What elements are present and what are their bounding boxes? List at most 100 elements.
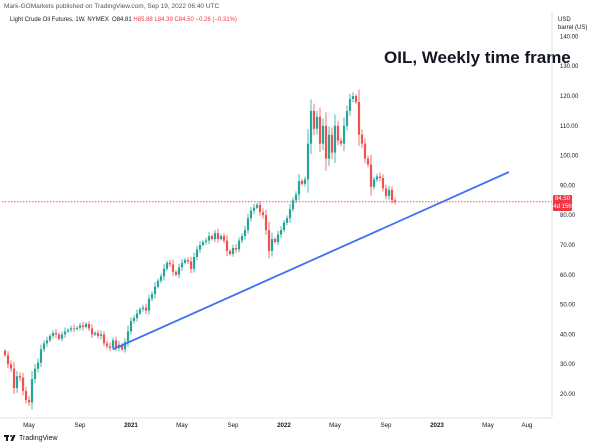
candle-body [36, 362, 40, 369]
price-tick-label: 30.00 [560, 362, 576, 368]
footer-brand[interactable]: TradingView [4, 434, 58, 442]
currency-unit: barrel (US) [558, 25, 588, 31]
candle-body [237, 240, 241, 250]
candle-body [27, 399, 31, 403]
candle-body [261, 212, 265, 216]
time-tick-label: 2023 [430, 422, 444, 429]
candle-body [120, 344, 124, 350]
candle-body [198, 245, 202, 250]
time-tick-label: Aug [521, 422, 533, 429]
candle-body [132, 318, 136, 321]
candle-body [108, 346, 112, 348]
candle-body [111, 340, 115, 348]
currency-label[interactable]: USD barrel (US) [558, 16, 587, 32]
footer-brand-label: TradingView [19, 434, 58, 442]
candle-body [210, 236, 214, 240]
candle-body [375, 176, 379, 180]
candle-body [63, 331, 67, 335]
candle-body [18, 376, 22, 378]
candle-body [81, 325, 85, 327]
candle-body [207, 236, 211, 241]
candle-body [177, 267, 181, 275]
candle-body [228, 250, 232, 254]
ohlc-open: O84.81 [112, 17, 132, 23]
candle-body [279, 230, 283, 235]
candle-body [288, 209, 292, 219]
price-axis[interactable]: 20.00 30.00 40.00 50.00 60.00 70.00 80.00 90.00… [560, 34, 579, 398]
candle-body [168, 262, 172, 265]
candle-body [300, 180, 304, 184]
candle-body [282, 222, 286, 231]
candle-body [372, 179, 376, 187]
candle-body [339, 140, 343, 144]
candle-body [333, 125, 337, 153]
ohlc-close: C84.50 [174, 17, 194, 23]
candle-body [255, 204, 259, 208]
publisher-credit: Mark-GOMarkets published on TradingView.… [4, 3, 220, 10]
bar-countdown: 4d 15h [553, 204, 572, 210]
candle-body [264, 215, 268, 231]
ohlc-low: L84.39 [154, 17, 173, 23]
candle-body [318, 116, 322, 144]
candle-body [240, 236, 244, 241]
candle-body [72, 328, 76, 330]
candle-body [129, 320, 133, 332]
candle-body [183, 259, 187, 263]
time-tick-label: 2022 [277, 422, 291, 429]
candle-body [99, 334, 103, 336]
candle-body [165, 262, 169, 269]
candle-body [114, 340, 118, 348]
candle-body [294, 194, 298, 201]
candle-body [357, 101, 361, 135]
candle-body [186, 259, 190, 262]
ohlc-high: H85.88 [133, 17, 153, 23]
price-tick-label: 110.00 [560, 124, 579, 130]
candle-body [216, 233, 220, 240]
price-tick-label: 50.00 [560, 303, 576, 309]
candle-body [123, 341, 127, 350]
last-price-tag: 84.50 4d 15h [553, 195, 572, 211]
candle-body [156, 280, 160, 287]
candle-body [192, 256, 196, 269]
candle-body [219, 236, 223, 240]
candle-body [213, 233, 217, 240]
candle-body [159, 276, 163, 281]
candle-body [171, 264, 175, 272]
symbol-name[interactable]: Light Crude Oil Futures, 1W, NYMEX [10, 17, 109, 23]
candle-body [6, 355, 10, 365]
candle-body [324, 125, 328, 159]
price-tick-label: 140.00 [560, 34, 579, 40]
candle-body [390, 189, 394, 201]
candles-layer [3, 89, 397, 410]
candle-body [306, 143, 310, 180]
trendline[interactable] [112, 171, 510, 351]
candle-body [90, 328, 94, 335]
candle-body [30, 379, 34, 403]
candle-body [222, 236, 226, 241]
candle-body [303, 179, 307, 184]
currency-code: USD [558, 17, 571, 23]
candle-body [144, 307, 148, 311]
candle-body [78, 325, 82, 328]
candle-body [12, 368, 16, 389]
candle-body [276, 234, 280, 243]
candle-body [360, 134, 364, 144]
price-tick-label: 90.00 [560, 183, 576, 189]
price-tick-label: 40.00 [560, 332, 576, 338]
candle-body [87, 323, 91, 329]
candle-body [93, 332, 97, 335]
candle-body [180, 262, 184, 268]
time-tick-label: May [329, 422, 342, 429]
candle-body [321, 125, 325, 144]
candle-body [234, 247, 238, 250]
candle-body [42, 343, 46, 350]
candle-body [51, 332, 55, 336]
candle-body [381, 177, 385, 189]
chart-annotation-text[interactable]: OIL, Weekly time frame [384, 48, 571, 67]
price-tick-label: 20.00 [560, 392, 576, 398]
overlay-layer [2, 171, 552, 351]
candle-body [312, 110, 316, 129]
candle-body [105, 343, 109, 347]
time-axis[interactable]: May Sep 2021 May Sep 2022 May Sep 2023 May Aug [23, 422, 533, 429]
